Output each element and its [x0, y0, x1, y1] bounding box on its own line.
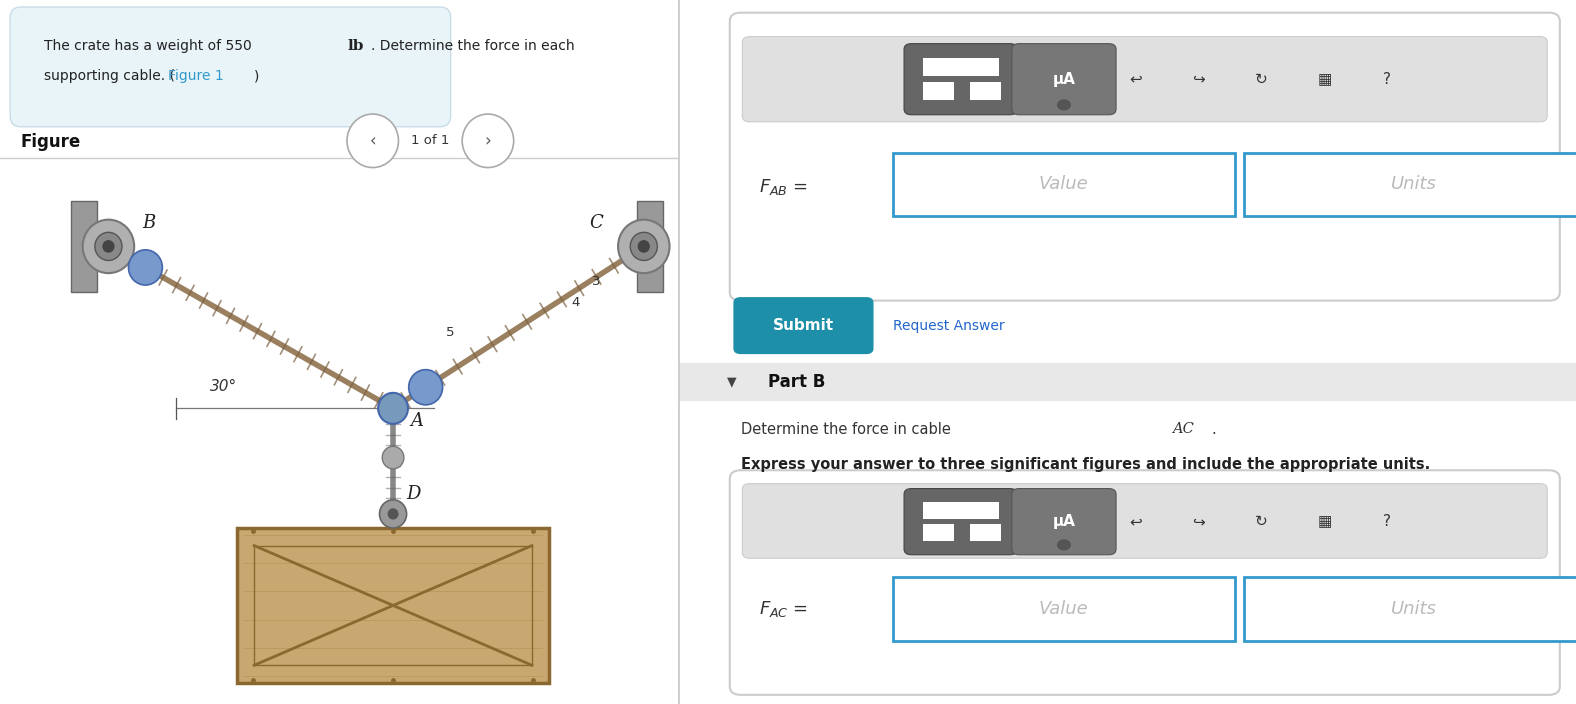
Bar [924, 503, 999, 519]
Bar [924, 524, 955, 541]
Circle shape [1057, 100, 1070, 110]
Text: Determine the force in cable: Determine the force in cable [741, 422, 955, 437]
FancyBboxPatch shape [742, 37, 1548, 122]
Text: 30°: 30° [210, 379, 238, 394]
Circle shape [408, 370, 443, 405]
Text: D: D [407, 485, 421, 503]
Text: 5: 5 [446, 326, 455, 339]
Text: C: C [589, 214, 604, 232]
Text: ↩: ↩ [1130, 514, 1143, 529]
Text: AC: AC [1173, 422, 1193, 436]
Text: A: A [410, 412, 422, 430]
Text: Value: Value [1039, 175, 1089, 194]
Text: Units: Units [1392, 600, 1437, 618]
Bar [678, 363, 1576, 401]
Circle shape [630, 232, 657, 260]
Circle shape [638, 241, 649, 252]
Text: $F_{AB}$ =: $F_{AB}$ = [758, 177, 807, 196]
Text: ▦: ▦ [1318, 514, 1332, 529]
Bar [969, 524, 1001, 541]
Text: .: . [1212, 422, 1217, 437]
Text: Figure: Figure [20, 133, 80, 151]
FancyBboxPatch shape [905, 489, 1017, 555]
FancyBboxPatch shape [9, 7, 451, 127]
Text: ?: ? [1384, 514, 1392, 529]
Text: ↪: ↪ [1193, 514, 1206, 529]
Bar [236, 528, 548, 683]
Circle shape [378, 393, 408, 424]
Bar [1243, 577, 1576, 641]
FancyBboxPatch shape [730, 13, 1560, 301]
Text: $F_{AC}$ =: $F_{AC}$ = [758, 599, 807, 619]
Bar [924, 82, 955, 100]
Text: ›: › [484, 132, 492, 150]
Bar [969, 82, 1001, 100]
Text: ↻: ↻ [1254, 514, 1269, 529]
Text: Units: Units [1392, 175, 1437, 194]
Text: ‹: ‹ [369, 132, 377, 150]
Bar [637, 201, 663, 292]
Text: 4: 4 [572, 296, 580, 308]
Text: ▦: ▦ [1318, 72, 1332, 87]
Circle shape [383, 446, 403, 469]
Circle shape [462, 114, 514, 168]
Text: Submit: Submit [772, 318, 834, 334]
Text: supporting cable. (: supporting cable. ( [44, 69, 175, 83]
FancyBboxPatch shape [905, 44, 1017, 115]
Text: ▼: ▼ [727, 376, 736, 389]
Text: Request Answer: Request Answer [894, 319, 1005, 333]
Circle shape [347, 114, 399, 168]
Text: Express your answer to three significant figures and include the appropriate uni: Express your answer to three significant… [741, 457, 1429, 472]
Text: Figure 1: Figure 1 [169, 69, 224, 83]
FancyBboxPatch shape [730, 470, 1560, 695]
FancyBboxPatch shape [1012, 44, 1116, 115]
Circle shape [1057, 540, 1070, 550]
Text: 1 of 1: 1 of 1 [411, 134, 449, 147]
Circle shape [82, 220, 134, 273]
Circle shape [102, 241, 113, 252]
Circle shape [618, 220, 670, 273]
Text: μA: μA [1053, 72, 1075, 87]
Text: ?: ? [1384, 72, 1392, 87]
Bar [1243, 153, 1576, 216]
Bar [894, 577, 1234, 641]
Text: B: B [142, 214, 156, 232]
Text: 3: 3 [593, 275, 600, 287]
Circle shape [95, 232, 121, 260]
Bar [254, 546, 533, 665]
Text: Value: Value [1039, 600, 1089, 618]
Circle shape [129, 250, 162, 285]
Text: ): ) [254, 69, 260, 83]
Bar [894, 153, 1234, 216]
Text: ↪: ↪ [1193, 72, 1206, 87]
Text: lb: lb [348, 39, 364, 53]
FancyBboxPatch shape [733, 297, 873, 354]
Circle shape [380, 500, 407, 528]
Text: ↩: ↩ [1130, 72, 1143, 87]
Text: μA: μA [1053, 514, 1075, 529]
Text: ↻: ↻ [1254, 72, 1269, 87]
Bar [924, 58, 999, 76]
Bar [71, 201, 96, 292]
Text: The crate has a weight of 550: The crate has a weight of 550 [44, 39, 257, 53]
Text: Part B: Part B [768, 373, 824, 391]
FancyBboxPatch shape [742, 484, 1548, 558]
Text: . Determine the force in each: . Determine the force in each [370, 39, 574, 53]
FancyBboxPatch shape [1012, 489, 1116, 555]
Circle shape [388, 509, 397, 519]
